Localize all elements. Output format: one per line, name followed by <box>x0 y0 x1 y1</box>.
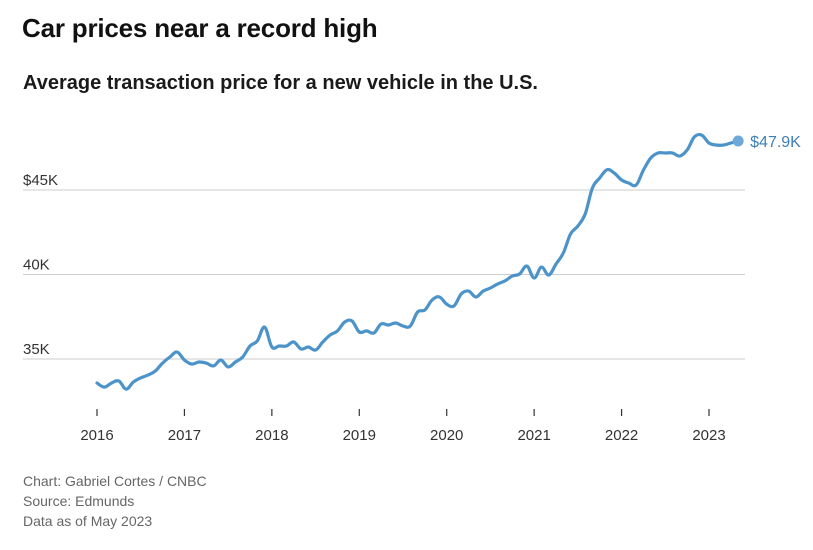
x-tick-label: 2016 <box>80 427 113 444</box>
series: $47.9K <box>95 132 801 391</box>
x-tick-label: 2021 <box>517 427 550 444</box>
latest-value-label: $47.9K <box>750 134 801 151</box>
y-tick-label: 40K <box>23 257 50 274</box>
y-axis-labels: 35K 40K $45K <box>23 172 58 358</box>
x-tick-label: 2023 <box>692 427 725 444</box>
latest-value-dot <box>732 135 744 147</box>
chart-footer: Chart: Gabriel Cortes / CNBC Source: Edm… <box>23 471 207 531</box>
x-tick-label: 2022 <box>605 427 638 444</box>
x-tick-label: 2019 <box>343 427 376 444</box>
chart-source: Source: Edmunds <box>23 493 135 509</box>
gridlines <box>23 189 745 360</box>
x-tick-label: 2017 <box>168 427 201 444</box>
series-line-price <box>95 132 740 391</box>
y-tick-label: 35K <box>23 341 50 358</box>
chart-title: Car prices near a record high <box>22 13 378 43</box>
x-tick-label: 2020 <box>430 427 463 444</box>
chart-credit: Chart: Gabriel Cortes / CNBC <box>23 473 207 489</box>
data-as-of: Data as of May 2023 <box>23 513 153 529</box>
y-tick-label: $45K <box>23 172 58 189</box>
x-axis: 2016 2017 2018 2019 2020 2021 2022 2023 <box>80 409 726 444</box>
chart-subtitle: Average transaction price for a new vehi… <box>23 72 538 94</box>
x-tick-label: 2018 <box>255 427 288 444</box>
